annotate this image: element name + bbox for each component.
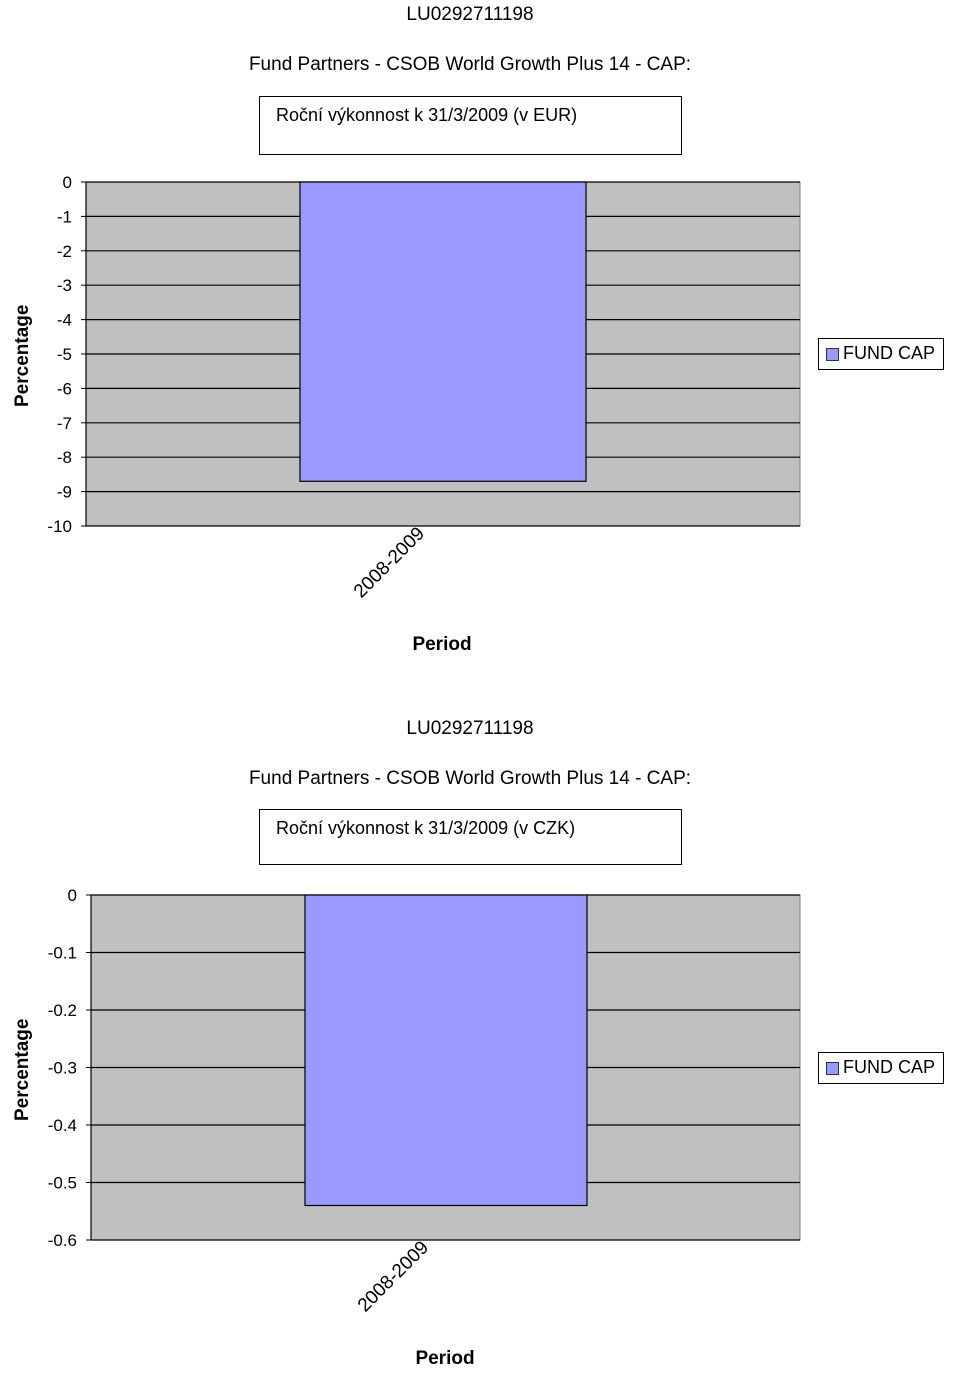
y-tick-label: -0.2	[48, 1001, 77, 1020]
bar-chart-czk: 0 -0.1 -0.2 -0.3 -0.4 -0.5 -0.6 2008-2009	[48, 886, 801, 1316]
bar	[304, 894, 588, 1207]
fund-code: LU0292711198	[406, 718, 534, 739]
legend-label: FUND CAP	[843, 343, 936, 363]
chart-subtitle-box: Roční výkonnost k 31/3/2009 (v CZK)	[259, 809, 682, 865]
y-tick-label: -0.1	[48, 944, 77, 963]
y-tick-label: -1	[57, 207, 72, 226]
chart-legend: FUND CAP	[818, 1052, 944, 1084]
y-tick-label: -7	[57, 414, 72, 433]
chart-subtitle: Roční výkonnost k 31/3/2009 (v CZK)	[276, 818, 576, 838]
y-tick-label: -2	[57, 242, 72, 261]
y-tick-label: -4	[57, 311, 72, 330]
fund-name: Fund Partners - CSOB World Growth Plus 1…	[248, 768, 692, 789]
bar	[299, 181, 587, 482]
fund-code: LU0292711198	[406, 4, 534, 25]
chart-subtitle: Roční výkonnost k 31/3/2009 (v EUR)	[276, 105, 578, 125]
bar-chart-eur: 0 -1 -2 -3 -4 -5 -6 -7 -8 -9 -10 2008-2009	[47, 173, 801, 602]
chart-panel-eur: LU0292711198 Fund Partners - CSOB World …	[12, 4, 944, 655]
y-tick-label: -9	[57, 483, 72, 502]
y-tick-label: -0.4	[48, 1116, 77, 1135]
chart-panel-czk: LU0292711198 Fund Partners - CSOB World …	[0, 714, 960, 1375]
legend-label: FUND CAP	[843, 1057, 936, 1077]
y-axis-label: Percentage	[12, 304, 33, 407]
y-tick-label: 0	[63, 173, 72, 192]
y-tick-label: -8	[57, 448, 72, 467]
y-tick-label: -0.6	[48, 1231, 77, 1250]
y-tick-label: -6	[57, 379, 72, 398]
x-axis-label: Period	[412, 634, 472, 655]
y-axis-label: Percentage	[12, 1018, 33, 1121]
y-tick-label: 0	[68, 886, 77, 905]
chart-subtitle-box: Roční výkonnost k 31/3/2009 (v EUR)	[259, 96, 682, 155]
legend-swatch	[826, 1062, 839, 1075]
y-tick-label: -10	[47, 517, 72, 536]
legend-swatch	[826, 348, 839, 361]
chart-legend: FUND CAP	[818, 338, 944, 370]
x-tick-label: 2008-2009	[354, 1237, 433, 1316]
y-tick-label: -5	[57, 345, 72, 364]
x-axis-label: Period	[415, 1348, 475, 1369]
fund-name: Fund Partners - CSOB World Growth Plus 1…	[248, 54, 692, 75]
x-tick-label: 2008-2009	[350, 523, 429, 602]
y-tick-label: -0.3	[48, 1059, 77, 1078]
y-tick-label: -0.5	[48, 1174, 77, 1193]
y-tick-label: -3	[57, 276, 72, 295]
